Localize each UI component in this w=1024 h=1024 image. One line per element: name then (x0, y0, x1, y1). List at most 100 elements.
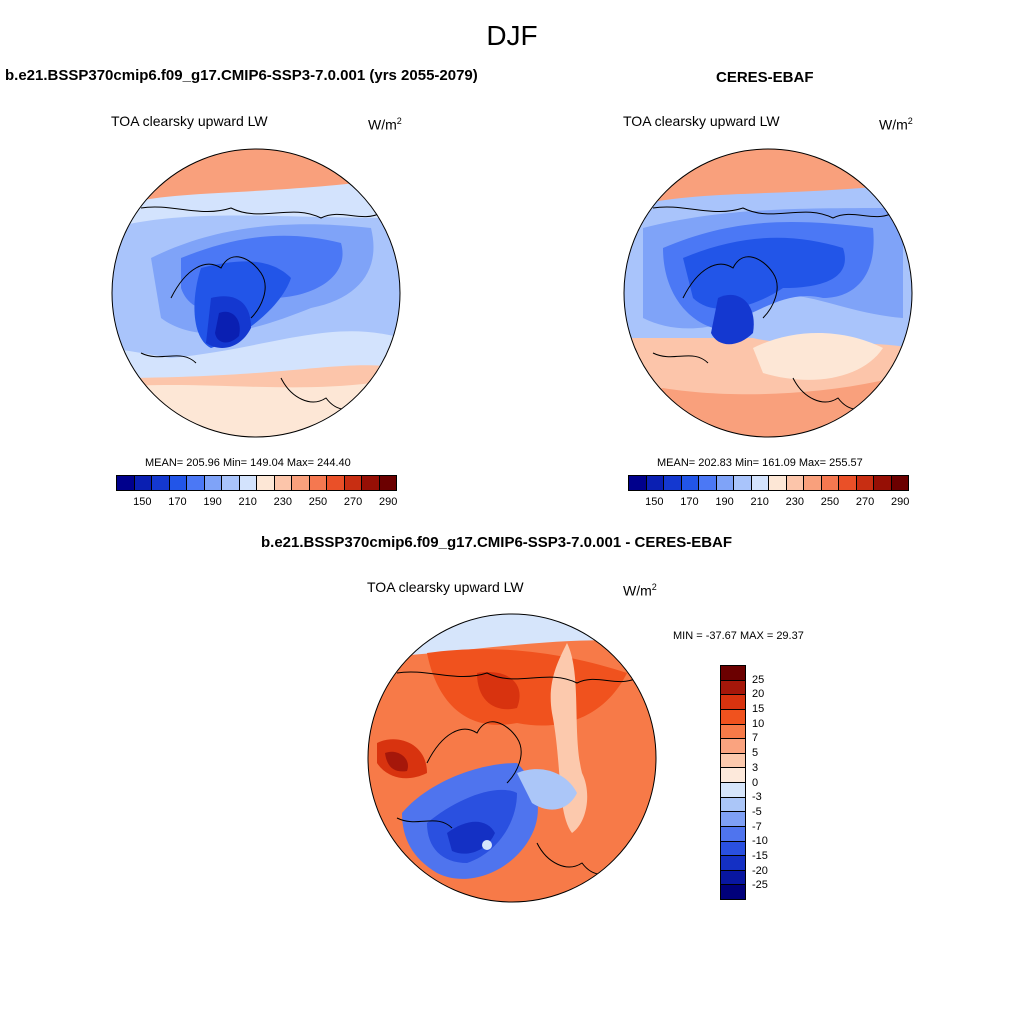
model-stats: MEAN= 205.96 Min= 149.04 Max= 244.40 (145, 457, 351, 469)
diff-colorbar-box (721, 753, 745, 769)
diff-colorbar-tick-label: 15 (752, 703, 765, 716)
obs-colorbar-box (664, 476, 682, 490)
model-colorbar-tick-label: 170 (168, 496, 187, 508)
diff-units-label: W/m2 (623, 582, 657, 599)
diff-colorbar-box (721, 724, 745, 740)
model-panel-title: b.e21.BSSP370cmip6.f09_g17.CMIP6-SSP3-7.… (5, 67, 478, 84)
obs-polar-map (623, 148, 913, 438)
diff-colorbar-tick-label: -20 (752, 864, 768, 877)
model-colorbar-tick-label: 150 (133, 496, 152, 508)
diff-colorbar-tick-label: -25 (752, 879, 768, 892)
diff-colorbar-box (721, 812, 745, 827)
diff-colorbar-tick-label: 20 (752, 688, 765, 701)
obs-variable-label: TOA clearsky upward LW (623, 113, 780, 129)
obs-colorbar-box (856, 476, 874, 490)
diff-colorbar-tick-label: 3 (752, 761, 759, 774)
diff-colorbar-box (721, 841, 745, 857)
model-colorbar-box (239, 476, 257, 490)
model-colorbar-box (204, 476, 222, 490)
obs-stats: MEAN= 202.83 Min= 161.09 Max= 255.57 (657, 457, 863, 469)
diff-colorbar-box (721, 680, 745, 696)
diff-colorbar-tick-label: 25 (752, 673, 765, 686)
obs-colorbar-box (821, 476, 839, 490)
obs-colorbar-box (786, 476, 804, 490)
obs-colorbar-tick-label: 170 (680, 496, 699, 508)
obs-units-label: W/m2 (879, 116, 913, 133)
obs-colorbar (628, 475, 909, 491)
diff-colorbar-tick-label: -15 (752, 849, 768, 862)
obs-colorbar-tick-label: 290 (891, 496, 910, 508)
obs-colorbar-box (769, 476, 787, 490)
model-polar-map (111, 148, 401, 438)
diff-colorbar-box (721, 783, 745, 798)
obs-colorbar-box (874, 476, 892, 490)
season-title: DJF (486, 20, 538, 51)
model-colorbar-tick-label: 190 (203, 496, 222, 508)
diff-colorbar (720, 665, 746, 900)
model-units-label: W/m2 (368, 116, 402, 133)
obs-colorbar-box (681, 476, 699, 490)
diff-polar-map (367, 613, 657, 903)
obs-panel-title: CERES-EBAF (716, 69, 814, 86)
obs-colorbar-box (751, 476, 769, 490)
model-colorbar-box (309, 476, 327, 490)
model-variable-label: TOA clearsky upward LW (111, 113, 268, 129)
model-colorbar-box (257, 476, 275, 490)
diff-panel-title: b.e21.BSSP370cmip6.f09_g17.CMIP6-SSP3-7.… (261, 534, 733, 551)
obs-colorbar-tick-label: 210 (750, 496, 769, 508)
diff-colorbar-box (721, 695, 745, 710)
diff-colorbar-tick-label: -7 (752, 820, 762, 833)
model-colorbar-ticks: 150 170 190 210 230 250 270 290 (116, 496, 397, 510)
model-colorbar (116, 475, 397, 491)
diff-colorbar-tick-label: 0 (752, 776, 759, 789)
diff-colorbar-box (721, 870, 745, 886)
model-colorbar-tick-label: 290 (379, 496, 398, 508)
diff-colorbar-box (721, 666, 745, 681)
model-colorbar-box (187, 476, 205, 490)
obs-colorbar-tick-label: 270 (855, 496, 875, 508)
model-colorbar-box (222, 476, 240, 490)
diff-colorbar-box (721, 709, 745, 725)
obs-colorbar-box (716, 476, 734, 490)
model-colorbar-tick-label: 270 (343, 496, 363, 508)
obs-colorbar-box (891, 476, 908, 490)
diff-colorbar-box (721, 885, 745, 899)
diff-colorbar-box (721, 826, 745, 842)
diff-colorbar-tick-label: 10 (752, 717, 765, 730)
diff-colorbar-box (721, 797, 745, 813)
model-colorbar-box (344, 476, 362, 490)
diff-stats: MIN = -37.67 MAX = 29.37 (673, 630, 804, 642)
model-colorbar-box (292, 476, 310, 490)
obs-colorbar-box (839, 476, 857, 490)
model-colorbar-box (152, 476, 170, 490)
obs-colorbar-tick-label: 250 (820, 496, 840, 508)
diff-colorbar-tick-label: 5 (752, 747, 759, 760)
model-colorbar-box (134, 476, 152, 490)
obs-colorbar-tick-label: 230 (785, 496, 805, 508)
obs-colorbar-box (734, 476, 752, 490)
model-colorbar-box (169, 476, 187, 490)
model-colorbar-box (117, 476, 135, 490)
obs-colorbar-tick-label: 190 (715, 496, 734, 508)
diff-colorbar-tick-label: -10 (752, 835, 768, 848)
model-colorbar-box (327, 476, 345, 490)
diff-colorbar-ticks: 25 20 15 10 7 5 3 0 -3 -5 -7 -10 -15 -20 -25 (752, 665, 792, 900)
model-colorbar-box (274, 476, 292, 490)
model-colorbar-box (379, 476, 396, 490)
obs-colorbar-tick-label: 150 (645, 496, 664, 508)
obs-colorbar-box (699, 476, 717, 490)
diff-variable-label: TOA clearsky upward LW (367, 579, 524, 595)
obs-colorbar-ticks: 150 170 190 210 230 250 270 290 (628, 496, 909, 510)
model-colorbar-tick-label: 250 (308, 496, 328, 508)
obs-colorbar-box (646, 476, 664, 490)
model-colorbar-tick-label: 230 (273, 496, 293, 508)
diff-colorbar-tick-label: 7 (752, 732, 759, 745)
diff-colorbar-tick-label: -3 (752, 791, 762, 804)
obs-colorbar-box (629, 476, 647, 490)
diff-colorbar-box (721, 739, 745, 754)
obs-colorbar-box (804, 476, 822, 490)
diff-colorbar-box (721, 768, 745, 783)
diff-colorbar-box (721, 856, 745, 871)
model-colorbar-box (362, 476, 380, 490)
model-colorbar-tick-label: 210 (238, 496, 257, 508)
